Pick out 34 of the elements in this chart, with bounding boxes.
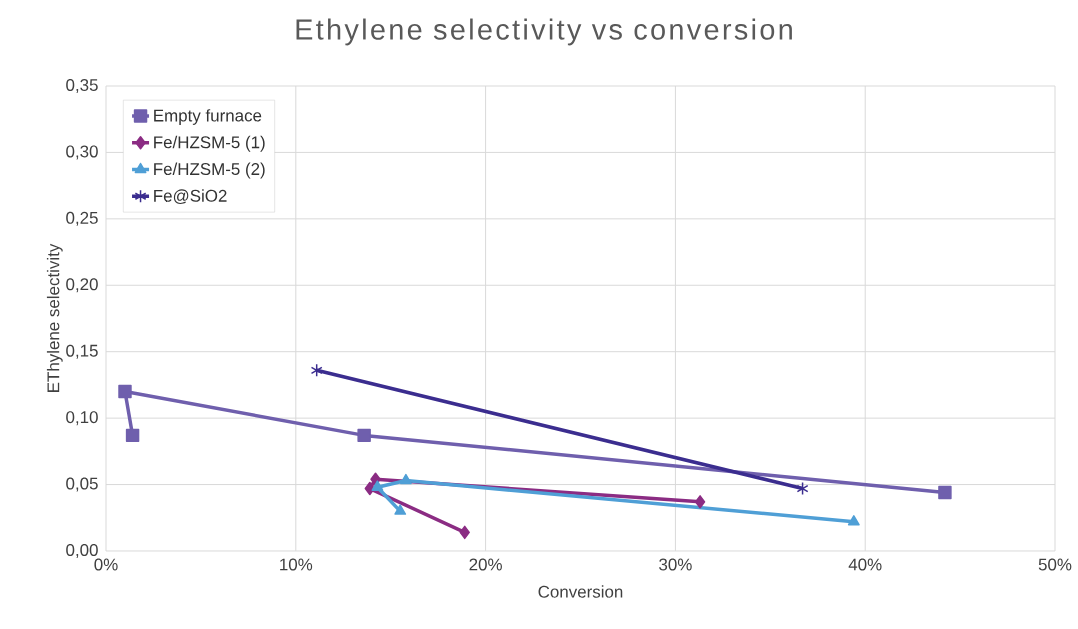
x-axis-title: Conversion — [538, 585, 623, 598]
x-tick-label: 30% — [659, 558, 692, 571]
point — [459, 525, 470, 540]
legend-label: Fe/HZSM-5 (1) — [154, 135, 265, 152]
point — [847, 515, 860, 526]
x-tick-label: 20% — [469, 558, 502, 571]
point — [394, 504, 407, 515]
y-tick-label: 0,30 — [66, 145, 98, 160]
point — [399, 473, 412, 485]
legend-label: Empty furnace — [154, 109, 262, 125]
point — [125, 428, 140, 443]
point — [371, 480, 384, 491]
x-tick-label: 0% — [94, 558, 118, 571]
point — [694, 495, 706, 509]
y-tick-label: 0,35 — [66, 78, 98, 93]
y-axis-title: EThylene selectivity — [46, 243, 63, 392]
y-tick-label: 0,05 — [66, 477, 98, 492]
y-tick-label: 0,10 — [66, 411, 98, 426]
point — [357, 428, 371, 443]
chart-title: Ethylene selectivity vs conversion — [296, 18, 792, 46]
legend-label: Fe/HZSM-5 (2) — [154, 162, 265, 179]
y-tick-label: 0,15 — [66, 344, 98, 359]
point — [310, 363, 323, 378]
y-tick-label: 0,25 — [66, 211, 98, 226]
point — [118, 384, 132, 399]
point — [796, 481, 809, 496]
x-tick-label: 10% — [280, 558, 313, 571]
legend-label: Fe@SiO2 — [154, 189, 227, 204]
x-tick-label: 50% — [1038, 558, 1072, 571]
y-tick-label: 0,00 — [66, 543, 98, 558]
point — [938, 485, 952, 500]
x-tick-label: 40% — [848, 558, 882, 571]
point — [364, 481, 376, 496]
y-tick-label: 0,20 — [66, 278, 98, 293]
